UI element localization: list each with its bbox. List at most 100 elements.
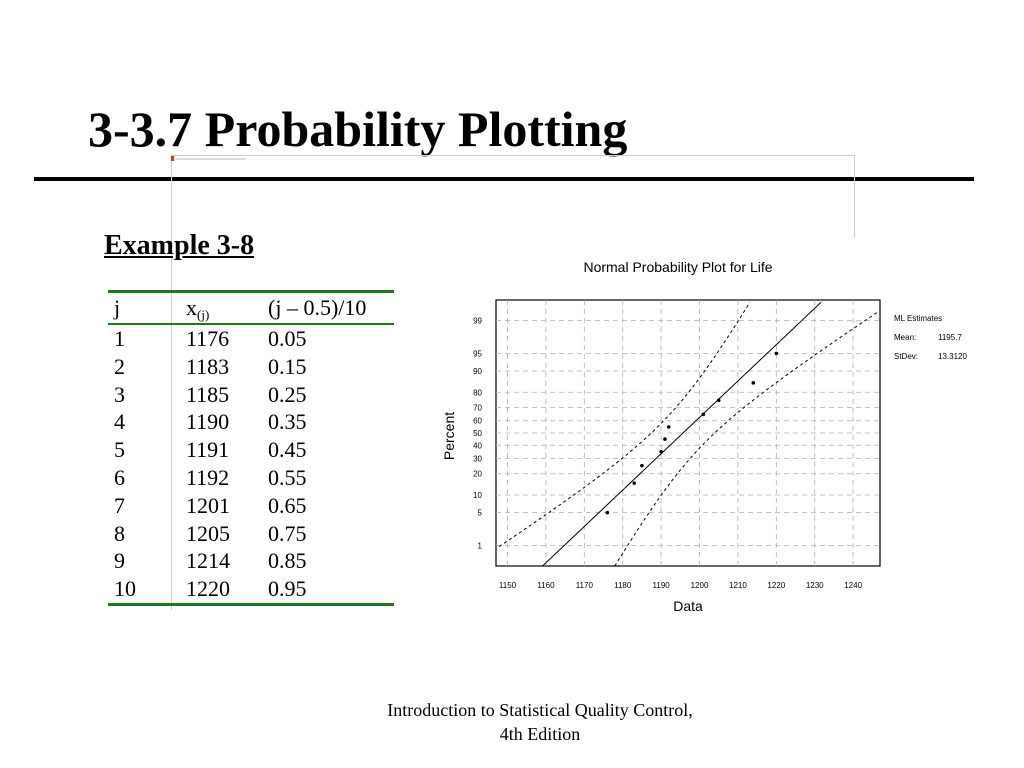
table-top-rule xyxy=(108,290,394,293)
y-axis-label: Percent xyxy=(441,412,457,460)
cell-p: 0.95 xyxy=(268,576,307,602)
table-body: 1 1176 0.05 2 1183 0.15 3 1185 0.25 4 1190 0.35 … xyxy=(108,325,394,603)
header-j: j xyxy=(114,295,121,320)
cell-x: 1201 xyxy=(186,492,230,518)
cell-j: 4 xyxy=(114,409,125,435)
cell-p: 0.55 xyxy=(268,464,307,490)
table-row: 4 1190 0.35 xyxy=(108,408,394,436)
chart-title: Normal Probability Plot for Life xyxy=(583,259,772,275)
x-tick-label: 1190 xyxy=(653,581,671,590)
y-tick-label: 95 xyxy=(473,349,482,358)
y-tick-label: 5 xyxy=(478,509,483,518)
y-tick-label: 40 xyxy=(473,441,482,450)
y-tick-label: 99 xyxy=(473,316,482,325)
footer-line-1: Introduction to Statistical Quality Cont… xyxy=(387,700,693,720)
table-row: 9 1214 0.85 xyxy=(108,547,394,575)
cell-x: 1220 xyxy=(186,576,230,602)
example-heading: Example 3-8 xyxy=(104,230,255,261)
x-tick-label: 1210 xyxy=(729,581,747,590)
x-tick-label: 1180 xyxy=(614,581,632,590)
cell-j: 10 xyxy=(114,576,136,602)
data-point xyxy=(751,381,756,385)
slide-title: 3-3.7 Probability Plotting xyxy=(88,101,628,157)
fit-and-confidence-lines xyxy=(498,301,879,567)
cell-p: 0.75 xyxy=(268,520,307,546)
cell-p: 0.25 xyxy=(268,381,307,407)
data-point xyxy=(605,510,610,515)
header-x: x(j) xyxy=(186,293,268,323)
y-tick-label: 1 xyxy=(478,542,483,551)
x-tick-label: 1160 xyxy=(537,581,555,590)
data-point xyxy=(632,481,637,485)
normal-probability-plot: Normal Probability Plot for Life 1 5 10 20 3… xyxy=(441,259,967,614)
header-x-main: x xyxy=(186,295,197,320)
y-tick-label: 50 xyxy=(473,429,482,438)
y-tick-label: 80 xyxy=(473,388,482,397)
gridlines xyxy=(496,300,880,566)
legend-heading: ML Estimates xyxy=(894,314,942,323)
x-tick-label: 1240 xyxy=(844,581,862,590)
cell-j: 7 xyxy=(114,492,125,518)
cell-p: 0.05 xyxy=(268,326,307,351)
y-tick-label: 20 xyxy=(473,470,482,479)
cell-x: 1190 xyxy=(186,409,230,435)
data-point xyxy=(774,351,779,356)
x-tick-label: 1150 xyxy=(499,581,517,590)
x-tick-label: 1170 xyxy=(576,581,594,590)
table-row: 10 1220 0.95 xyxy=(108,575,394,603)
y-tick-label: 90 xyxy=(473,367,482,376)
y-tick-label: 70 xyxy=(473,404,482,413)
data-point xyxy=(701,412,706,417)
cell-p: 0.65 xyxy=(268,492,307,518)
cell-x: 1185 xyxy=(186,381,230,407)
slide-footer: Introduction to Statistical Quality Cont… xyxy=(340,698,740,746)
table-bottom-rule xyxy=(108,602,394,606)
data-point xyxy=(640,463,644,468)
x-tick-label: 1230 xyxy=(806,581,824,590)
cell-p: 0.15 xyxy=(268,353,307,379)
cell-x: 1191 xyxy=(186,437,230,463)
footer-line-2: 4th Edition xyxy=(499,724,581,744)
cell-j: 3 xyxy=(114,381,125,407)
legend-stdev-value: 13.3120 xyxy=(938,352,967,361)
data-point xyxy=(716,398,721,403)
confidence-band-lower xyxy=(614,311,879,567)
cell-j: 8 xyxy=(114,520,125,546)
cell-j: 2 xyxy=(114,353,125,379)
x-tick-label: 1200 xyxy=(691,581,709,590)
x-tick-labels: 1150 1160 1170 1180 1190 1200 1210 1220 1230 1240 xyxy=(499,581,863,590)
cell-j: 6 xyxy=(114,464,125,490)
table-row: 8 1205 0.75 xyxy=(108,520,394,548)
cell-x: 1192 xyxy=(186,464,230,490)
cell-x: 1205 xyxy=(186,520,230,546)
table-row: 3 1185 0.25 xyxy=(108,381,394,409)
table-header-rule xyxy=(108,323,394,325)
header-p: (j – 0.5)/10 xyxy=(268,295,367,320)
table-header-row: j x(j) (j – 0.5)/10 xyxy=(108,293,394,323)
cell-x: 1214 xyxy=(186,548,230,574)
data-point xyxy=(659,449,663,454)
title-rule xyxy=(34,177,974,181)
frame-tag-icon xyxy=(171,156,246,161)
x-tick-label: 1220 xyxy=(767,581,785,590)
y-tick-labels: 1 5 10 20 30 40 50 60 70 80 90 95 99 xyxy=(473,316,482,550)
cell-j: 9 xyxy=(114,548,125,574)
cell-p: 0.35 xyxy=(268,409,307,435)
cell-p: 0.85 xyxy=(268,548,307,574)
embedded-figure-frame xyxy=(171,155,855,238)
legend-mean-value: 1195.7 xyxy=(938,333,962,342)
data-points xyxy=(605,351,779,515)
table-row: 7 1201 0.65 xyxy=(108,492,394,520)
confidence-band-upper xyxy=(498,301,751,548)
data-point xyxy=(667,425,671,429)
cell-j: 5 xyxy=(114,437,125,463)
table-row: 5 1191 0.45 xyxy=(108,436,394,464)
legend-mean-label: Mean: xyxy=(894,333,916,342)
cell-j: 1 xyxy=(114,326,125,351)
y-tick-label: 60 xyxy=(473,417,482,426)
fit-line xyxy=(542,301,822,567)
table-row: 2 1183 0.15 xyxy=(108,353,394,381)
legend-stdev-label: StDev: xyxy=(894,352,918,361)
y-tick-label: 30 xyxy=(473,454,482,463)
cell-x: 1176 xyxy=(186,326,230,351)
